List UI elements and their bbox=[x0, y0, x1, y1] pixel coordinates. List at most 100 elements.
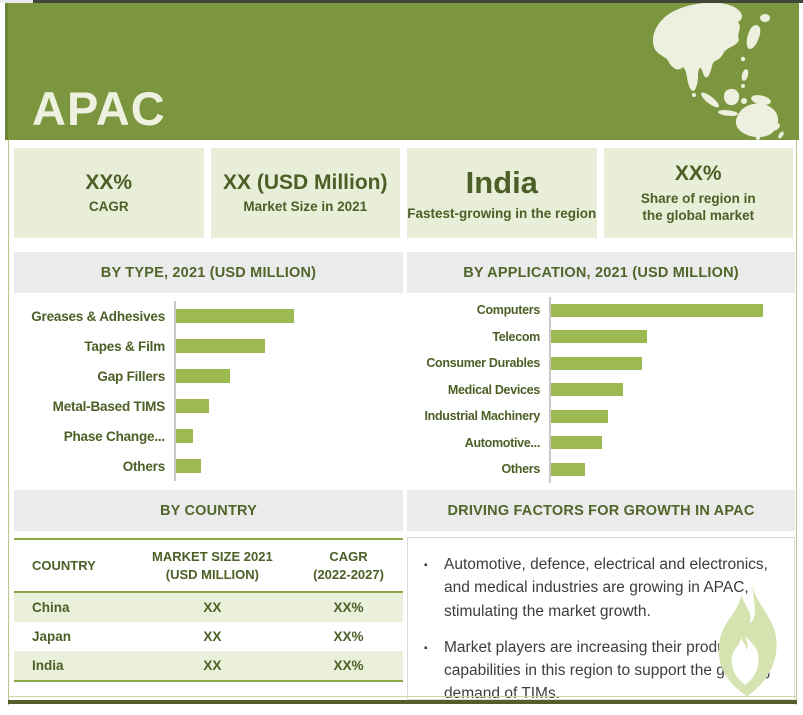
stats-row: XX% CAGR XX (USD Million) Market Size in… bbox=[14, 148, 793, 238]
bar bbox=[176, 429, 193, 443]
bar-row: Gap Fillers bbox=[14, 361, 403, 391]
bar-row: Others bbox=[14, 451, 403, 481]
table-header-row: COUNTRY MARKET SIZE 2021 (USD MILLION) CAG… bbox=[14, 539, 403, 593]
driving-factors-section-header: DRIVING FACTORS FOR GROWTH IN APAC bbox=[407, 490, 795, 531]
stat-global-share: XX% Share of region in the global market bbox=[603, 148, 793, 238]
asia-pacific-map-icon bbox=[653, 3, 784, 140]
bar-category-label: Automotive... bbox=[464, 435, 541, 450]
bar-category-label: Metal-Based TIMS bbox=[52, 398, 166, 414]
country-table-body: China XX XX% Japan XX XX% India XX XX% bbox=[14, 592, 403, 682]
bar-category-label: Tapes & Film bbox=[84, 338, 165, 354]
bar-category-label: Greases & Adhesives bbox=[31, 308, 165, 324]
bar-category-label: Computers bbox=[476, 303, 541, 318]
by-application-bar-chart: Computers Telecom Consumer Durables Medical… bbox=[407, 297, 795, 483]
bar-category-label: Others bbox=[122, 458, 166, 474]
table-cell: India bbox=[32, 658, 64, 674]
stat-value: XX% bbox=[674, 162, 722, 186]
table-column-header: MARKET SIZE 2021 (USD MILLION) bbox=[152, 549, 273, 582]
bar-category-label: Industrial Machinery bbox=[424, 409, 540, 424]
table-column-header: COUNTRY bbox=[32, 557, 96, 573]
bar-track bbox=[174, 421, 403, 451]
table-cell: China bbox=[32, 600, 70, 616]
bar-track bbox=[174, 451, 403, 481]
bullet-marker: ▪ bbox=[424, 642, 428, 654]
driving-factor-item: ▪ Market players are increasing their pro… bbox=[424, 636, 786, 706]
bar bbox=[551, 330, 647, 344]
bar-track bbox=[174, 331, 403, 361]
bar bbox=[551, 462, 585, 476]
stat-label: Fastest-growing in the region bbox=[407, 205, 597, 221]
bar-row: Greases & Adhesives bbox=[14, 301, 403, 331]
left-frame-border bbox=[8, 3, 9, 705]
bottom-border bbox=[8, 700, 797, 704]
flame-watermark-icon bbox=[718, 583, 777, 697]
driving-factor-item: ▪ Automotive, defence, electrical and ele… bbox=[424, 553, 786, 623]
bar-row: Phase Change... bbox=[14, 421, 403, 451]
stat-value: XX (USD Million) bbox=[223, 171, 388, 195]
table-row: Japan XX XX% bbox=[14, 622, 403, 651]
top-edge-light bbox=[0, 0, 33, 3]
bar bbox=[551, 303, 764, 317]
top-edge-dark bbox=[33, 0, 803, 3]
table-cell: Japan bbox=[32, 629, 72, 645]
country-table: COUNTRY MARKET SIZE 2021 (USD MILLION) CAG… bbox=[14, 538, 403, 682]
bar bbox=[551, 436, 602, 450]
bar-row: Others bbox=[407, 456, 795, 483]
table-cell: XX% bbox=[333, 629, 364, 645]
bar-track bbox=[549, 323, 795, 350]
stat-cagr: XX% CAGR bbox=[14, 148, 204, 238]
table-cell: XX% bbox=[333, 600, 364, 616]
bar-track bbox=[174, 301, 403, 331]
by-application-section-header: BY APPLICATION, 2021 (USD MILLION) bbox=[407, 252, 795, 293]
bar bbox=[176, 369, 231, 383]
by-type-bar-chart: Greases & Adhesives Tapes & Film Gap Fille… bbox=[14, 301, 403, 481]
stat-market-size: XX (USD Million) Market Size in 2021 bbox=[210, 148, 400, 238]
bar-row: Medical Devices bbox=[407, 376, 795, 403]
bar-row: Automotive... bbox=[407, 429, 795, 456]
bar bbox=[551, 409, 609, 423]
driving-factor-text: Market players are increasing their prod… bbox=[444, 638, 771, 703]
table-row: India XX XX% bbox=[14, 651, 403, 682]
bar-row: Telecom bbox=[407, 323, 795, 350]
bar-track bbox=[549, 350, 795, 377]
table-cell: XX bbox=[203, 600, 222, 616]
stat-label: CAGR bbox=[88, 199, 129, 215]
bar-category-label: Gap Fillers bbox=[97, 368, 165, 384]
bar-track bbox=[549, 376, 795, 403]
bar-row: Consumer Durables bbox=[407, 350, 795, 377]
country-table-header: COUNTRY MARKET SIZE 2021 (USD MILLION) CAG… bbox=[14, 539, 403, 593]
bar-category-label: Medical Devices bbox=[447, 382, 540, 397]
bar-track bbox=[549, 297, 795, 324]
by-country-section-header: BY COUNTRY bbox=[14, 490, 403, 531]
bar-row: Tapes & Film bbox=[14, 331, 403, 361]
table-row: China XX XX% bbox=[14, 592, 403, 623]
table-column-header: CAGR (2022-2027) bbox=[313, 549, 384, 582]
bar-category-label: Telecom bbox=[492, 329, 540, 344]
bar-track bbox=[174, 361, 403, 391]
bar-track bbox=[174, 391, 403, 421]
bar bbox=[176, 399, 210, 413]
bar-track bbox=[549, 429, 795, 456]
page-title: APAC bbox=[32, 82, 166, 135]
bar-track bbox=[549, 403, 795, 430]
bar-category-label: Consumer Durables bbox=[426, 356, 540, 371]
driving-factors-list: ▪ Automotive, defence, electrical and ele… bbox=[424, 553, 786, 706]
driving-factor-text: Automotive, defence, electrical and elec… bbox=[444, 556, 768, 620]
table-cell: XX% bbox=[333, 658, 364, 674]
stat-label: Market Size in 2021 bbox=[243, 199, 368, 215]
bar-row: Metal-Based TIMS bbox=[14, 391, 403, 421]
stat-label: Share of region in the global market bbox=[640, 190, 756, 224]
bullet-marker: ▪ bbox=[424, 560, 428, 571]
bar bbox=[176, 459, 201, 473]
bar bbox=[176, 309, 295, 323]
bar-row: Industrial Machinery bbox=[407, 403, 795, 430]
stat-fastest-growing: India Fastest-growing in the region bbox=[407, 148, 597, 238]
bar-category-label: Others bbox=[501, 462, 541, 477]
bar bbox=[176, 339, 265, 353]
right-frame-border bbox=[796, 3, 797, 705]
bar-row: Computers bbox=[407, 297, 795, 324]
bar-category-label: Phase Change... bbox=[63, 428, 165, 444]
driving-factors-card: ▪ Automotive, defence, electrical and ele… bbox=[407, 537, 795, 702]
bar bbox=[551, 383, 624, 397]
